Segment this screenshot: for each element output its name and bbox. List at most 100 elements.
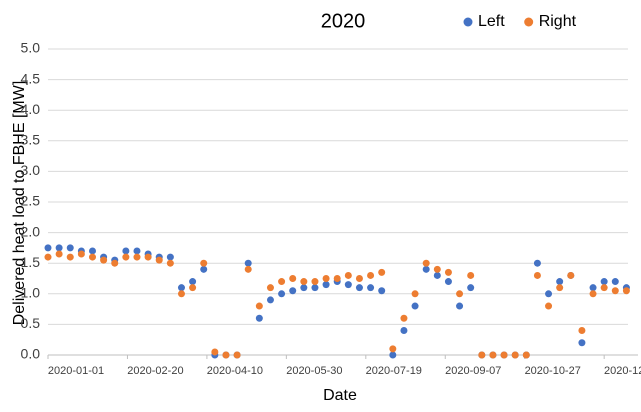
x-tick-label: 2020-10-27 (525, 365, 581, 377)
point (367, 271, 375, 279)
point (66, 244, 74, 252)
point (266, 296, 274, 304)
point (456, 302, 464, 310)
point (400, 314, 408, 322)
point (422, 265, 430, 273)
x-tick-label: 2020-04-10 (207, 365, 263, 377)
chart-title: 2020 (321, 10, 366, 32)
legend-label: Left (478, 13, 505, 30)
point (66, 253, 74, 261)
point (556, 284, 564, 292)
legend-marker (524, 17, 534, 27)
point (400, 327, 408, 335)
x-axis-label: Date (323, 387, 357, 404)
point (556, 278, 564, 286)
legend-label: Right (539, 13, 577, 30)
point (545, 290, 553, 298)
point (255, 302, 263, 310)
point (122, 253, 130, 261)
point (589, 284, 597, 292)
point (111, 259, 119, 267)
point (289, 275, 297, 282)
point (311, 284, 319, 292)
point (189, 278, 197, 286)
y-tick-label: 3.5 (21, 132, 41, 148)
point (567, 271, 575, 279)
point (133, 247, 141, 255)
point (533, 271, 541, 279)
point (489, 351, 497, 359)
point (244, 259, 252, 267)
point (166, 259, 174, 267)
y-tick-label: 1.5 (21, 254, 41, 270)
point (133, 253, 141, 261)
point (244, 265, 252, 273)
point (422, 259, 430, 267)
point (500, 351, 508, 359)
point (600, 284, 608, 292)
x-tick-label: 2020-05-30 (286, 365, 342, 377)
x-tick-label: 2020-02-20 (127, 365, 183, 377)
point (600, 278, 608, 286)
point (444, 278, 452, 286)
point (467, 271, 475, 279)
y-tick-label: 2.5 (21, 193, 41, 209)
point (444, 268, 452, 276)
point (545, 302, 553, 310)
point (367, 284, 375, 292)
point (389, 351, 397, 359)
point (389, 345, 397, 353)
point (622, 287, 630, 295)
point (355, 284, 363, 292)
point (177, 284, 185, 292)
point (478, 351, 486, 359)
point (456, 290, 464, 298)
point (344, 281, 352, 289)
y-tick-label: 0.5 (21, 315, 41, 331)
x-tick-label: 2020-07-19 (366, 365, 422, 377)
y-axis-label: Delivered heat load to FBHE [MW] (11, 81, 28, 326)
point (189, 284, 197, 292)
point (278, 278, 286, 286)
point (255, 314, 263, 322)
point (155, 256, 163, 264)
point (511, 351, 519, 359)
point (55, 250, 63, 258)
point (611, 287, 619, 295)
point (433, 265, 441, 273)
point (100, 256, 108, 264)
point (311, 278, 319, 286)
point (522, 351, 530, 359)
point (578, 339, 586, 347)
point (144, 253, 152, 261)
point (77, 250, 85, 258)
y-tick-label: 0.0 (21, 346, 41, 362)
point (344, 271, 352, 279)
x-tick-label: 2020-12-16 (604, 365, 641, 377)
y-tick-label: 4.5 (21, 70, 41, 86)
point (411, 302, 419, 310)
point (278, 290, 286, 298)
point (355, 275, 363, 282)
x-tick-label: 2020-01-01 (48, 365, 104, 377)
y-tick-label: 4.0 (21, 101, 41, 117)
point (122, 247, 130, 255)
legend-marker (463, 17, 473, 27)
point (200, 259, 208, 267)
point (266, 284, 274, 292)
point (166, 253, 174, 261)
y-tick-label: 2.0 (21, 223, 41, 239)
point (378, 268, 386, 276)
point (378, 287, 386, 295)
point (88, 247, 96, 255)
point (611, 278, 619, 286)
point (177, 290, 185, 298)
point (44, 244, 52, 252)
y-tick-label: 3.0 (21, 162, 41, 178)
point (211, 348, 219, 356)
point (222, 351, 230, 359)
point (467, 284, 475, 292)
point (44, 253, 52, 261)
point (589, 290, 597, 298)
point (578, 327, 586, 335)
